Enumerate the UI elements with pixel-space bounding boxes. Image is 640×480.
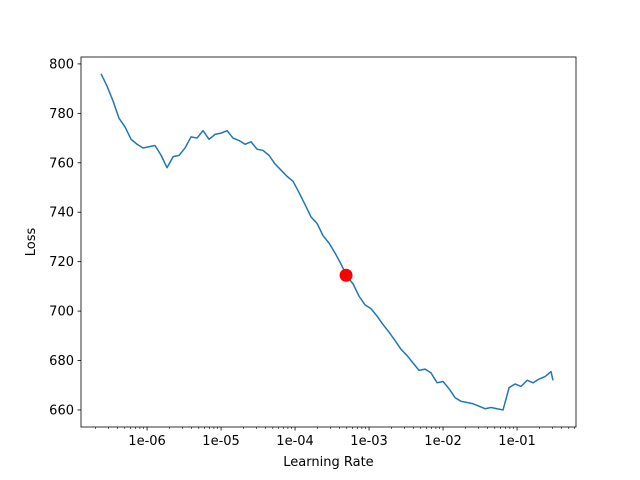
x-tick-label: 1e-06 [128, 434, 166, 449]
x-tick-label: 1e-05 [202, 434, 240, 449]
loss-line [100, 73, 554, 411]
y-tick-label: 720 [49, 255, 74, 270]
y-tick-label: 700 [49, 305, 74, 320]
x-tick-label: 1e-02 [424, 434, 462, 449]
x-tick-label: 1e-04 [276, 434, 314, 449]
suggested-point [339, 268, 353, 282]
x-tick-label: 1e-01 [498, 434, 536, 449]
y-tick-label: 740 [49, 206, 74, 221]
x-axis-label: Learning Rate [283, 455, 373, 470]
y-tick-label: 680 [49, 354, 74, 369]
y-tick-label: 760 [49, 156, 74, 171]
y-axis-label: Loss [24, 228, 39, 257]
x-tick-label: 1e-03 [350, 434, 388, 449]
y-tick-label: 800 [49, 57, 74, 72]
y-tick-label: 660 [49, 403, 74, 418]
axes-frame [80, 56, 577, 428]
y-tick-label: 780 [49, 107, 74, 122]
